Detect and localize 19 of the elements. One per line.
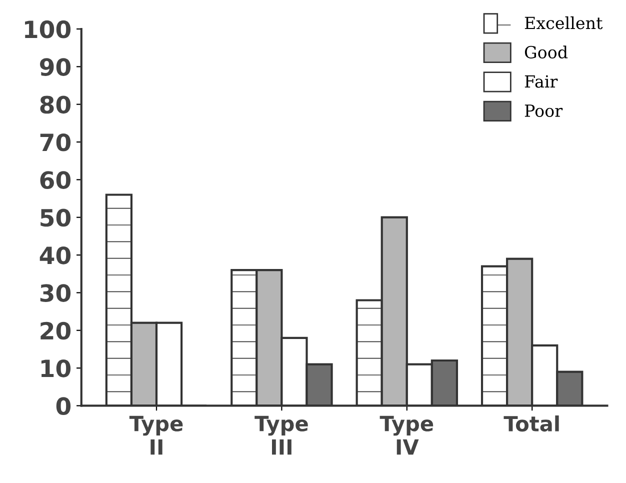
legend-label: Fair [524,75,558,88]
y-tick-label: 90 [40,58,71,76]
y-tick-label: 30 [40,284,71,302]
y-tick-label: 50 [40,208,71,227]
y-tick-label: 80 [40,96,71,114]
x-tick-label: Type III [254,416,308,455]
y-tick-label: 0 [56,397,71,416]
y-tick-label: 40 [40,246,71,264]
y-tick-label: 60 [40,171,71,189]
y-tick-label: 10 [41,359,71,378]
legend-label: Poor [524,104,563,117]
x-tick-label: Total [504,415,559,432]
y-tick-label: 70 [40,133,71,152]
x-tick-label: Type II [129,416,183,455]
legend-label: Good [524,46,568,58]
legend-label: Excellent [524,16,603,30]
x-tick-label: Type IV [380,416,434,455]
y-tick-label: 100 [25,20,71,38]
y-tick-label: 20 [40,322,71,340]
